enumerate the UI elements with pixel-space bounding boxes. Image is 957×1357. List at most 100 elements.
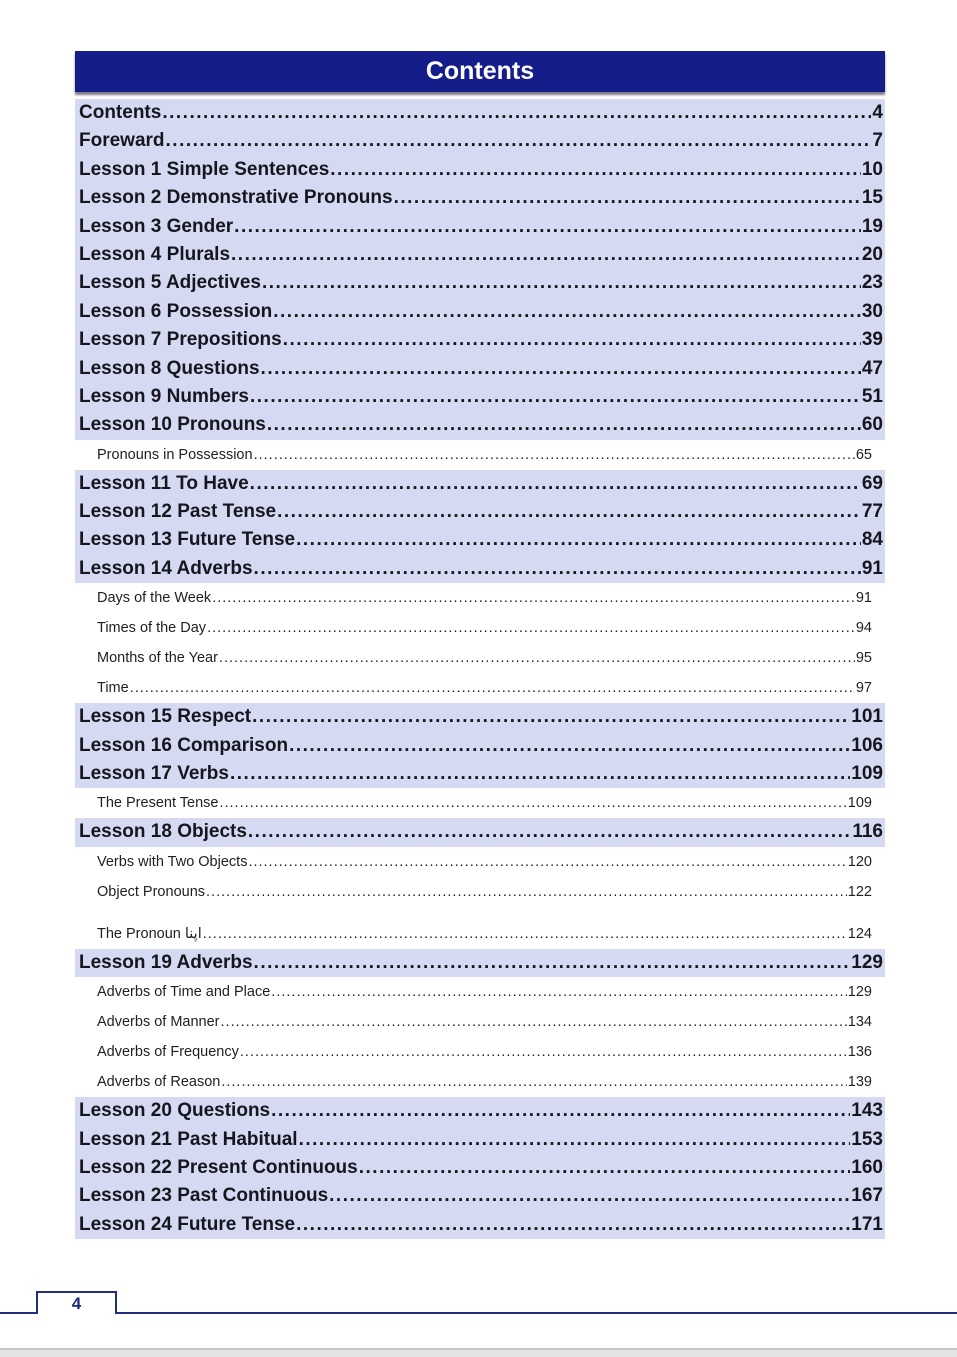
- dot-leader: [271, 977, 847, 1007]
- footer-rule: [0, 1312, 957, 1314]
- toc-entry-label: Lesson 10 Pronouns: [79, 414, 266, 436]
- contents-header: Contents: [75, 51, 885, 92]
- toc-entry[interactable]: Times of the Day 94: [75, 613, 885, 644]
- dot-leader: [250, 383, 861, 411]
- toc-entry-label: The Present Tense: [97, 795, 219, 812]
- toc-entry-page: 122: [847, 883, 872, 900]
- toc-entry[interactable]: Lesson 7 Prepositions 39: [75, 326, 885, 355]
- toc-entry[interactable]: Lesson 2 Demonstrative Pronouns 15: [75, 184, 885, 213]
- dot-leader: [254, 440, 855, 470]
- toc-entry[interactable]: Lesson 5 Adjectives 23: [75, 269, 885, 298]
- toc-entry-page: 116: [852, 821, 883, 843]
- dot-leader: [230, 760, 850, 788]
- toc-entry[interactable]: Lesson 1 Simple Sentences 10: [75, 155, 885, 185]
- toc-entry-label: Lesson 9 Numbers: [79, 385, 249, 407]
- toc-entry-page: 30: [861, 300, 883, 322]
- toc-entry[interactable]: Lesson 3 Gender 19: [75, 212, 885, 241]
- toc-entry-label: Lesson 18 Objects: [79, 821, 247, 843]
- toc-entry[interactable]: Lesson 21 Past Habitual 153: [75, 1125, 885, 1154]
- toc-entry-label: Time: [97, 680, 129, 697]
- toc-entry-page: 97: [855, 680, 872, 697]
- dot-leader: [296, 526, 861, 554]
- toc-entry[interactable]: Lesson 14 Adverbs 91: [75, 554, 885, 584]
- toc-entry[interactable]: Time 97: [75, 673, 885, 704]
- toc-entry[interactable]: Lesson 9 Numbers 51: [75, 382, 885, 412]
- toc-entry[interactable]: Lesson 24 Future Tense 171: [75, 1210, 885, 1240]
- toc-entry[interactable]: Adverbs of Manner 134: [75, 1007, 885, 1038]
- toc-entry[interactable]: Lesson 16 Comparison 106: [75, 731, 885, 761]
- dot-leader: [207, 613, 855, 643]
- toc-entry-page: 143: [851, 1100, 883, 1122]
- dot-leader: [250, 470, 861, 498]
- toc-entry-page: 19: [861, 215, 883, 237]
- page-number: 4: [71, 1293, 82, 1313]
- toc-entry[interactable]: Lesson 17 Verbs 109: [75, 760, 885, 789]
- toc-entry[interactable]: The Present Tense 109: [75, 788, 885, 819]
- toc-entry-label: Days of the Week: [97, 590, 212, 607]
- toc-entry[interactable]: Verbs with Two Objects 120: [75, 846, 885, 877]
- toc-entry-page: 167: [851, 1185, 883, 1207]
- toc-entry[interactable]: Lesson 22 Present Continuous 160: [75, 1153, 885, 1183]
- toc-entry[interactable]: Lesson 23 Past Continuous 167: [75, 1182, 885, 1211]
- toc-entry[interactable]: Adverbs of Reason 139: [75, 1067, 885, 1098]
- toc-entry-page: 60: [861, 414, 883, 436]
- toc-entry-page: 84: [861, 529, 883, 551]
- toc-entry-label: Lesson 19 Adverbs: [79, 951, 253, 973]
- toc-entry-page: 95: [855, 650, 872, 667]
- toc-entry-label: Adverbs of Reason: [97, 1074, 221, 1091]
- toc-entry[interactable]: Adverbs of Time and Place 129: [75, 977, 885, 1008]
- toc-entry-page: 120: [847, 853, 872, 870]
- toc-entry[interactable]: Foreward 7: [75, 127, 885, 156]
- toc-entry[interactable]: Lesson 12 Past Tense 77: [75, 498, 885, 527]
- toc-entry-page: 77: [861, 501, 883, 523]
- toc-entry[interactable]: Pronouns in Possession 65: [75, 439, 885, 470]
- toc-entry-label: Pronouns in Possession: [97, 446, 253, 463]
- toc-entry[interactable]: Lesson 11 To Have 69: [75, 469, 885, 499]
- toc-entry-page: 65: [855, 446, 872, 463]
- toc-entry-label: Lesson 24 Future Tense: [79, 1213, 296, 1235]
- toc-entry-page: 160: [851, 1156, 883, 1178]
- toc-entry-label: Lesson 11 To Have: [79, 472, 249, 494]
- toc-entry[interactable]: Lesson 15 Respect 101: [75, 703, 885, 732]
- dot-leader: [219, 643, 855, 673]
- toc-entry[interactable]: Months of the Year 95: [75, 643, 885, 674]
- toc-entry[interactable]: Lesson 8 Questions 47: [75, 354, 885, 383]
- toc-entry-label: Lesson 6 Possession: [79, 300, 273, 322]
- viewer-bottom-edge: [0, 1348, 957, 1357]
- toc-entry-page: 7: [872, 130, 883, 152]
- toc-entry-page: 139: [847, 1074, 872, 1091]
- toc-entry[interactable]: Lesson 10 Pronouns 60: [75, 411, 885, 440]
- dot-leader: [296, 1211, 850, 1239]
- dot-leader: [273, 298, 861, 326]
- toc-entry-page: 106: [851, 734, 883, 756]
- toc-entry-page: 153: [851, 1128, 883, 1150]
- toc-entry[interactable]: Lesson 19 Adverbs 129: [75, 948, 885, 978]
- toc-entry[interactable]: Lesson 18 Objects 116: [75, 818, 885, 847]
- toc-entry-label: The Pronoun اپنا: [97, 925, 202, 942]
- toc-entry[interactable]: Days of the Week 91: [75, 583, 885, 614]
- toc-entry[interactable]: Lesson 6 Possession 30: [75, 297, 885, 327]
- toc-entry[interactable]: Lesson 13 Future Tense 84: [75, 526, 885, 555]
- toc-entry-page: 171: [851, 1213, 883, 1235]
- dot-leader: [330, 156, 861, 184]
- toc-entry-label: Lesson 14 Adverbs: [79, 557, 253, 579]
- toc-entry-page: 69: [861, 472, 883, 494]
- toc-entry-label: Adverbs of Frequency: [97, 1044, 239, 1061]
- toc-entry[interactable]: Lesson 4 Plurals 20: [75, 240, 885, 270]
- toc-entry-label: Lesson 22 Present Continuous: [79, 1156, 358, 1178]
- toc-entry-page: 94: [855, 620, 872, 637]
- toc-entry[interactable]: Object Pronouns 122: [75, 876, 885, 907]
- toc-entry-page: 101: [851, 706, 883, 728]
- toc-entry-label: Lesson 23 Past Continuous: [79, 1185, 329, 1207]
- toc-entry[interactable]: Contents 4: [75, 99, 885, 128]
- toc-entry-label: Lesson 8 Questions: [79, 357, 260, 379]
- toc-entry[interactable]: Lesson 20 Questions 143: [75, 1097, 885, 1126]
- dot-leader: [329, 1182, 850, 1210]
- toc-entry[interactable]: The Pronoun اپنا 124: [75, 918, 885, 949]
- toc-entry-label: Months of the Year: [97, 650, 218, 667]
- dot-leader: [394, 184, 861, 212]
- toc-entry-label: Foreward: [79, 130, 165, 152]
- dot-leader: [221, 1007, 847, 1037]
- dot-leader: [271, 1097, 850, 1125]
- toc-entry[interactable]: Adverbs of Frequency 136: [75, 1037, 885, 1068]
